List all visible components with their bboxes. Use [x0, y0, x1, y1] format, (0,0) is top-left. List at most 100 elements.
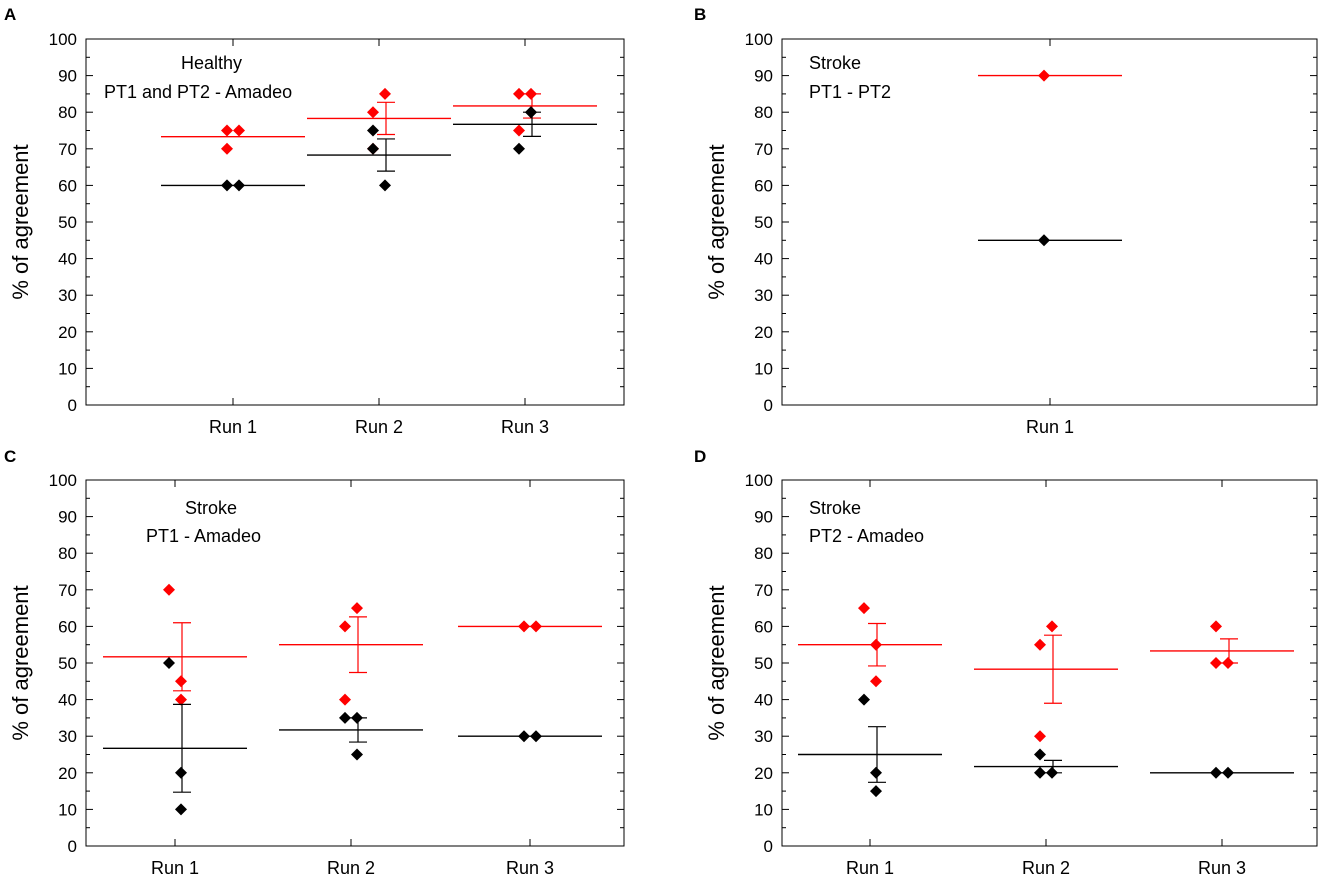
annotation-text: PT1 - PT2 [809, 82, 891, 102]
data-point [518, 730, 530, 743]
y-tick-label: 30 [754, 727, 773, 746]
y-tick-label: 10 [754, 800, 773, 819]
data-point [858, 602, 870, 615]
data-point [175, 766, 187, 779]
x-tick-label: Run 1 [846, 858, 894, 878]
y-tick-label: 50 [754, 213, 773, 232]
y-tick-label: 30 [58, 286, 77, 305]
data-point [870, 766, 882, 779]
y-axis-label: % of agreement [704, 585, 729, 740]
data-point [1034, 638, 1046, 651]
data-point [1222, 657, 1234, 669]
panel-a: A 0 10 20 30 40 50 60 70 80 90 100 Run 1 Run 2 Run 3 % … [4, 5, 625, 437]
panel-letter: A [4, 5, 16, 24]
y-tick-label: 40 [754, 691, 773, 710]
y-tick-label: 0 [764, 396, 773, 415]
y-axis-label: % of agreement [704, 144, 729, 299]
y-tick-label: 0 [68, 396, 77, 415]
data-point [870, 785, 882, 798]
y-tick-label: 0 [68, 837, 77, 856]
y-tick-label: 60 [754, 176, 773, 195]
y-tick-label: 50 [754, 654, 773, 673]
y-tick-label: 100 [745, 30, 773, 49]
y-tick-label: 20 [58, 323, 77, 342]
y-tick-label: 70 [58, 581, 77, 600]
y-tick-label: 70 [754, 581, 773, 600]
y-tick-label: 10 [754, 359, 773, 378]
y-tick-label: 30 [754, 286, 773, 305]
data-point [367, 142, 379, 155]
data-point [379, 87, 391, 100]
data-point [513, 142, 525, 155]
data-point [1210, 766, 1222, 779]
panel-c: C 0 10 20 30 40 50 60 70 80 90 100 Run 1 Run 2 Run 3 % … [4, 447, 625, 878]
y-tick-label: 80 [754, 544, 773, 563]
data-point [1034, 766, 1046, 779]
data-point [163, 583, 175, 596]
data-point [233, 124, 245, 137]
annotation-text: PT1 and PT2 - Amadeo [104, 82, 292, 102]
data-point [525, 87, 537, 100]
data-point [351, 711, 363, 724]
annotation-text: Healthy [181, 53, 242, 73]
data-point [221, 179, 233, 192]
y-axis-label: % of agreement [8, 144, 33, 299]
y-tick-label: 20 [58, 764, 77, 783]
y-tick-label: 90 [754, 67, 773, 86]
y-tick-label: 90 [754, 508, 773, 527]
y-tick-label: 10 [58, 359, 77, 378]
data-point [513, 124, 525, 137]
y-tick-label: 10 [58, 800, 77, 819]
y-tick-label: 40 [58, 250, 77, 269]
annotation-text: Stroke [809, 498, 861, 518]
data-point [1222, 766, 1234, 779]
annotation-text: Stroke [185, 498, 237, 518]
y-tick-label: 30 [58, 727, 77, 746]
y-tick-label: 50 [58, 213, 77, 232]
y-tick-label: 40 [754, 250, 773, 269]
y-tick-label: 80 [58, 103, 77, 122]
data-point [1038, 234, 1050, 247]
data-point [221, 142, 233, 155]
annotation-text: Stroke [809, 53, 861, 73]
data-point [175, 803, 187, 816]
y-tick-label: 80 [58, 544, 77, 563]
y-tick-label: 20 [754, 323, 773, 342]
y-tick-label: 40 [58, 691, 77, 710]
panel-letter: D [694, 447, 706, 466]
data-point [351, 602, 363, 615]
panel-d: D 0 10 20 30 40 50 60 70 80 90 100 Run 1 Run 2 Run 3 % … [694, 447, 1318, 878]
data-point [1038, 69, 1050, 82]
annotation-text: PT2 - Amadeo [809, 526, 924, 546]
y-tick-label: 60 [58, 617, 77, 636]
x-tick-label: Run 1 [209, 417, 257, 437]
x-tick-label: Run 1 [1026, 417, 1074, 437]
y-tick-label: 60 [58, 176, 77, 195]
data-point [1034, 748, 1046, 761]
y-tick-label: 20 [754, 764, 773, 783]
y-tick-label: 50 [58, 654, 77, 673]
data-point [870, 638, 882, 651]
data-point [379, 179, 391, 192]
data-point [339, 693, 351, 706]
data-point [1046, 766, 1058, 779]
panel-letter: C [4, 447, 16, 466]
data-point [221, 124, 233, 137]
x-tick-label: Run 2 [327, 858, 375, 878]
x-tick-label: Run 3 [501, 417, 549, 437]
data-point [530, 620, 542, 633]
data-point [513, 87, 525, 100]
annotation-text: PT1 - Amadeo [146, 526, 261, 546]
x-tick-label: Run 2 [355, 417, 403, 437]
data-point [1034, 730, 1046, 743]
x-tick-label: Run 3 [506, 858, 554, 878]
data-point [1210, 620, 1222, 633]
data-point [1210, 657, 1222, 669]
y-tick-label: 90 [58, 508, 77, 527]
data-point [339, 711, 351, 724]
y-tick-label: 100 [745, 471, 773, 490]
x-tick-label: Run 1 [151, 858, 199, 878]
data-point [163, 657, 175, 669]
y-axis-label: % of agreement [8, 585, 33, 740]
